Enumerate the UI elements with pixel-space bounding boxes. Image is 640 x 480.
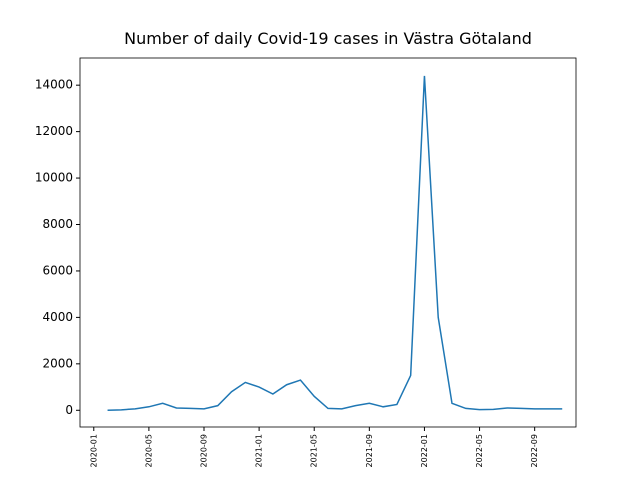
y-tick-label: 14000: [35, 78, 73, 92]
chart-title: Number of daily Covid-19 cases in Västra…: [124, 29, 532, 48]
x-tick-label: 2021-01: [255, 434, 264, 467]
series-line: [107, 75, 563, 412]
x-tick-label: 2020-05: [144, 434, 153, 467]
y-tick-label: 10000: [35, 171, 73, 185]
x-tick-label: 2022-01: [420, 434, 429, 467]
plot-frame: [79, 57, 577, 428]
y-tick-label: 4000: [42, 310, 73, 324]
y-tick-label: 6000: [42, 263, 73, 277]
x-tick-label: 2022-05: [475, 434, 484, 467]
y-tick-label: 8000: [42, 217, 73, 231]
y-tick-label: 2000: [42, 356, 73, 370]
x-tick-label: 2020-09: [200, 434, 209, 467]
y-tick-label: 12000: [35, 124, 73, 138]
y-tick-label: 0: [65, 403, 73, 417]
x-tick-label: 2022-09: [530, 434, 539, 467]
x-tick-label: 2021-09: [365, 434, 374, 467]
x-tick-label: 2020-01: [89, 434, 98, 467]
x-tick-label: 2021-05: [310, 434, 319, 467]
